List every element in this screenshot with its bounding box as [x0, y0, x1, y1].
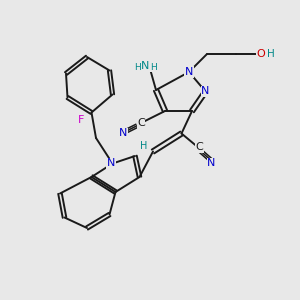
- Text: F: F: [78, 115, 84, 125]
- Text: N: N: [107, 158, 115, 169]
- Text: C: C: [137, 118, 145, 128]
- Text: N: N: [141, 61, 150, 71]
- Text: O: O: [256, 49, 266, 59]
- Text: H: H: [267, 49, 275, 59]
- Text: N: N: [185, 67, 193, 77]
- Text: H: H: [134, 63, 140, 72]
- Text: H: H: [151, 63, 157, 72]
- Text: N: N: [119, 128, 127, 139]
- Text: C: C: [196, 142, 203, 152]
- Text: H: H: [140, 141, 148, 151]
- Text: N: N: [207, 158, 216, 169]
- Text: N: N: [201, 86, 210, 97]
